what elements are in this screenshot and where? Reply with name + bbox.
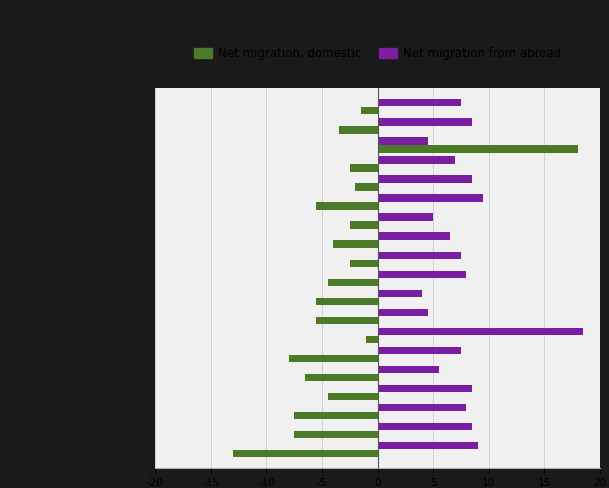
Bar xyxy=(378,423,472,430)
Bar xyxy=(328,279,378,286)
Bar xyxy=(378,232,450,240)
Bar xyxy=(356,183,378,191)
Bar xyxy=(305,374,378,381)
Bar xyxy=(378,366,438,373)
Bar xyxy=(317,298,378,305)
Bar xyxy=(378,270,466,278)
Bar xyxy=(378,442,477,449)
Legend: Net migration, domestic, Net migration from abroad: Net migration, domestic, Net migration f… xyxy=(189,42,566,65)
Bar xyxy=(378,404,466,411)
Bar xyxy=(350,260,378,267)
Bar xyxy=(339,126,378,134)
Bar xyxy=(378,194,483,202)
Bar xyxy=(294,431,378,438)
Bar xyxy=(378,156,456,163)
Bar xyxy=(317,203,378,210)
Bar xyxy=(294,412,378,419)
Bar xyxy=(378,385,472,392)
Bar xyxy=(333,241,378,248)
Bar xyxy=(350,222,378,229)
Bar xyxy=(233,450,378,457)
Bar xyxy=(378,251,461,259)
Bar xyxy=(378,346,461,354)
Bar xyxy=(378,327,583,335)
Bar xyxy=(378,289,422,297)
Bar xyxy=(361,107,378,115)
Bar xyxy=(378,118,472,125)
Bar xyxy=(378,145,578,153)
Bar xyxy=(378,137,428,144)
Bar xyxy=(378,213,433,221)
Bar xyxy=(317,317,378,324)
Bar xyxy=(378,99,461,106)
Bar xyxy=(367,336,378,343)
Bar xyxy=(378,175,472,183)
Bar xyxy=(328,393,378,400)
Bar xyxy=(378,308,428,316)
Bar xyxy=(289,355,378,362)
Bar xyxy=(350,164,378,172)
